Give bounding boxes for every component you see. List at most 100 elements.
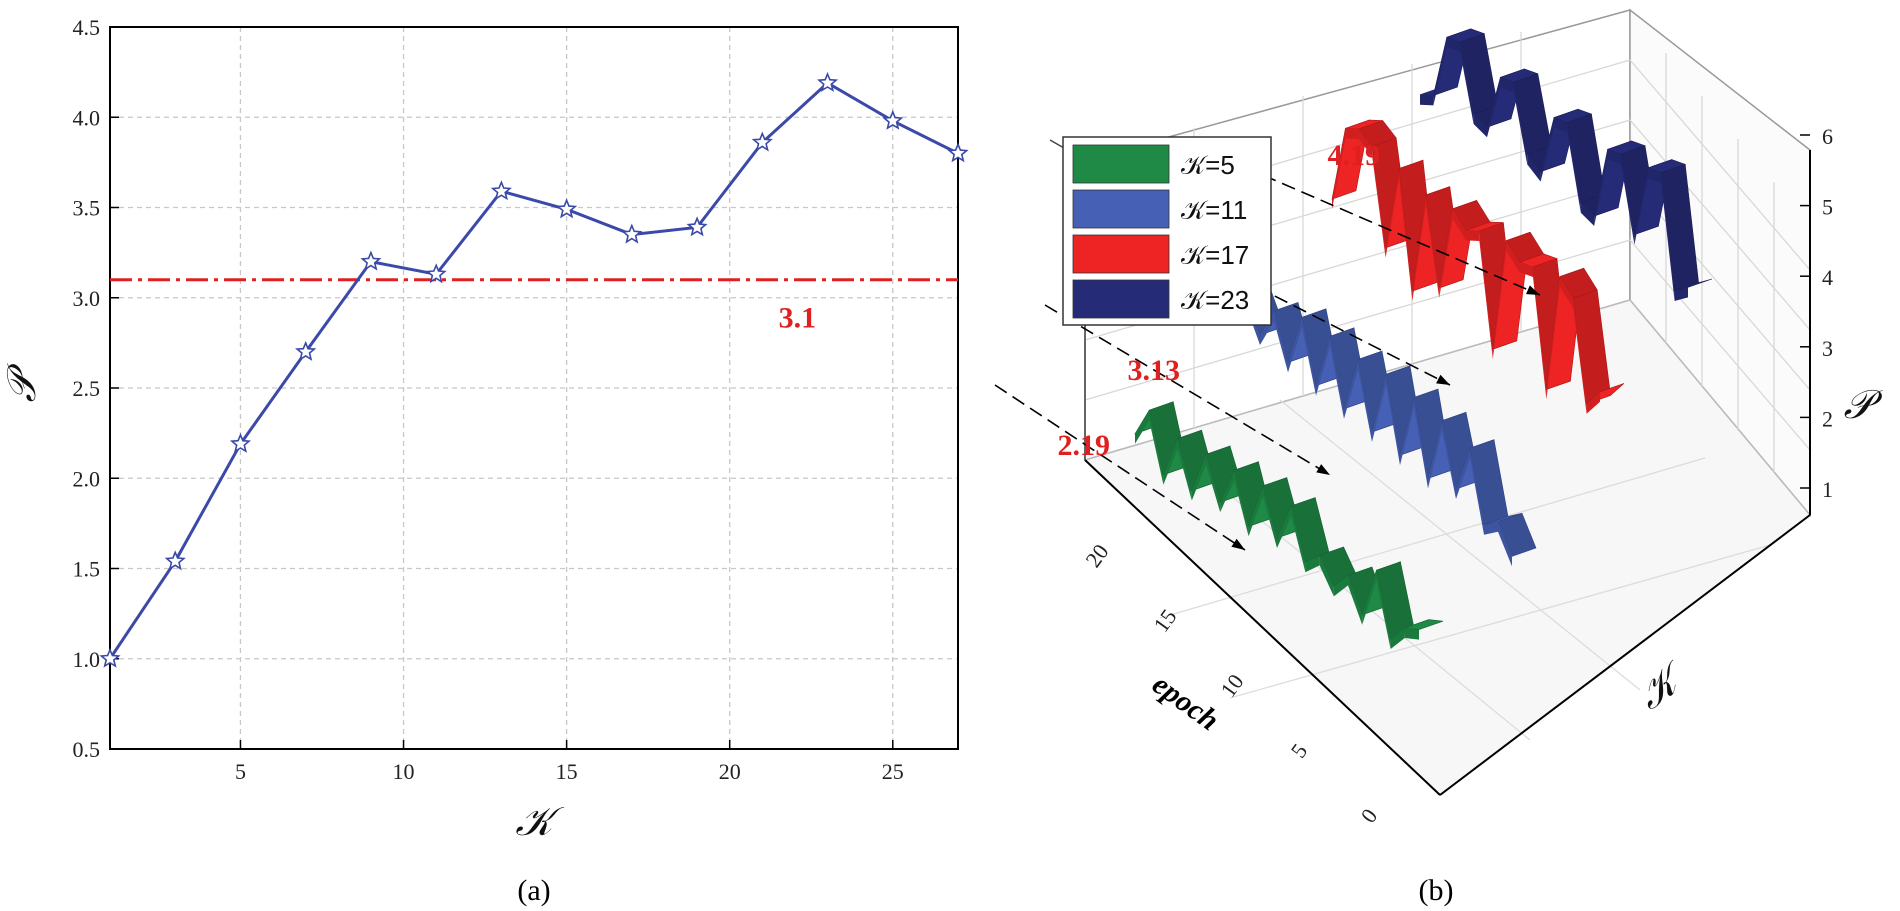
panel-a-grid [110, 27, 958, 749]
surface-edge [1386, 374, 1400, 466]
surface-facet [1404, 619, 1444, 630]
legend-label: 𝒦=5 [1181, 150, 1235, 180]
mean-arrow-head [1526, 285, 1540, 295]
data-point-marker [295, 340, 317, 361]
y-tick-label: 2.0 [73, 466, 101, 491]
legend-swatch [1072, 234, 1170, 274]
surface-edge [1412, 195, 1426, 301]
data-point-marker [947, 142, 969, 163]
caption-b: (b) [1419, 874, 1454, 907]
legend-swatch [1072, 279, 1170, 319]
epoch-axis-line [1084, 459, 1441, 796]
surface-edge [1533, 267, 1547, 400]
surface-edge [1330, 336, 1344, 419]
surface-edge [1661, 172, 1675, 301]
x-tick-label: 20 [719, 759, 741, 784]
mean-arrow-line [1044, 304, 1331, 476]
data-point-marker [164, 550, 186, 571]
surface-edge [1452, 208, 1466, 241]
panel-a-x-ticks: 5 10 15 20 25 [235, 740, 904, 784]
x-tick-label: 15 [556, 759, 578, 784]
data-point-marker [556, 198, 578, 219]
surface-edge [1404, 628, 1419, 640]
epoch-tick-label: 5 [1286, 739, 1313, 763]
panel-a-y-ticks: 0.5 1.0 1.5 2.0 2.5 3.0 3.5 4.0 4.5 [73, 15, 119, 762]
mean-arrow-head [1316, 464, 1330, 475]
x-tick-label: 5 [235, 759, 246, 784]
surface-edge [1554, 117, 1568, 133]
surface-edge [1390, 628, 1405, 649]
reference-line-label: 3.1 [779, 302, 817, 335]
surface-edge [1345, 128, 1359, 139]
surface-edge [1302, 317, 1316, 396]
data-point-marker [229, 432, 251, 453]
mean-arrows [994, 149, 1541, 551]
mean-annotation: 2.19 [1058, 429, 1111, 462]
surface-edge [1274, 310, 1288, 373]
surface-edge [1506, 240, 1520, 273]
y-tick-label: 4.0 [73, 105, 101, 130]
surface-edge [1621, 154, 1635, 245]
data-point-marker [751, 131, 773, 152]
p-tick-label: 3 [1822, 336, 1833, 361]
surface-edge [1332, 128, 1346, 210]
x-tick-label: 25 [882, 759, 904, 784]
surface-edge [1484, 521, 1498, 535]
surface-edge [1425, 195, 1440, 298]
y-tick-label: 4.5 [73, 15, 101, 40]
surface-edge [1442, 420, 1456, 499]
data-point-marker [99, 647, 121, 668]
surface-edge [1607, 149, 1621, 165]
surface-edge [1372, 146, 1386, 258]
surface-edge [1460, 42, 1474, 124]
epoch-axis-label: epoch [1146, 667, 1225, 737]
surface-edge [1473, 114, 1487, 138]
data-point-marker [882, 109, 904, 130]
surface-edge [1262, 486, 1277, 548]
data-point-marker [425, 263, 447, 284]
legend-label: 𝒦=17 [1181, 240, 1249, 270]
surface-edge [1527, 154, 1541, 182]
caption-a: (a) [517, 874, 550, 907]
legend-swatch [1072, 189, 1170, 229]
x-tick-label: 10 [393, 759, 415, 784]
surfaces [1134, 28, 1713, 649]
surface-4 [1419, 28, 1713, 301]
data-point-marker [490, 180, 512, 201]
y-axis-label: 𝒫 [0, 362, 45, 402]
mean-annotation: 3.13 [1128, 354, 1181, 387]
surface-edge [1344, 359, 1358, 419]
surface-edge [1586, 391, 1600, 414]
surface-edge [1446, 37, 1461, 52]
data-point-marker [817, 71, 839, 92]
surface-edge [1492, 240, 1507, 360]
surface-edge [1400, 397, 1414, 466]
p-axis-ticks: 1 2 3 4 5 6 [1800, 124, 1833, 502]
surface-edge [1177, 438, 1192, 501]
surface-edge [1316, 336, 1330, 396]
surface-edge [1348, 575, 1363, 625]
x-axis-label: 𝒦 [515, 799, 564, 845]
p-tick-label: 5 [1822, 195, 1833, 220]
mean-arrow-head [1436, 374, 1450, 385]
surface-2 [1231, 287, 1537, 567]
surface-edge [1420, 94, 1434, 106]
surface-edge [1567, 122, 1581, 213]
surface-edge [1498, 521, 1512, 567]
series-line [108, 81, 959, 660]
legend-label: 𝒦=23 [1181, 285, 1249, 315]
surface-edge [1291, 506, 1306, 573]
surface-edge [1634, 168, 1648, 245]
y-tick-label: 0.5 [73, 737, 101, 762]
surface-edge [1372, 374, 1386, 442]
surface-edge [1333, 575, 1348, 597]
surface-edge [1546, 276, 1560, 400]
surface-edge [1647, 168, 1662, 183]
surface-edge [1385, 168, 1399, 258]
surface-edge [1580, 202, 1595, 226]
panel-a: 0.5 1.0 1.5 2.0 2.5 3.0 3.5 4.0 4.5 5 10 15 20 25 3.… [0, 15, 969, 845]
p-tick-label: 1 [1822, 477, 1833, 502]
mean-arrow-line [994, 384, 1246, 551]
data-point-marker [686, 216, 708, 237]
surface-edge [1358, 359, 1372, 442]
